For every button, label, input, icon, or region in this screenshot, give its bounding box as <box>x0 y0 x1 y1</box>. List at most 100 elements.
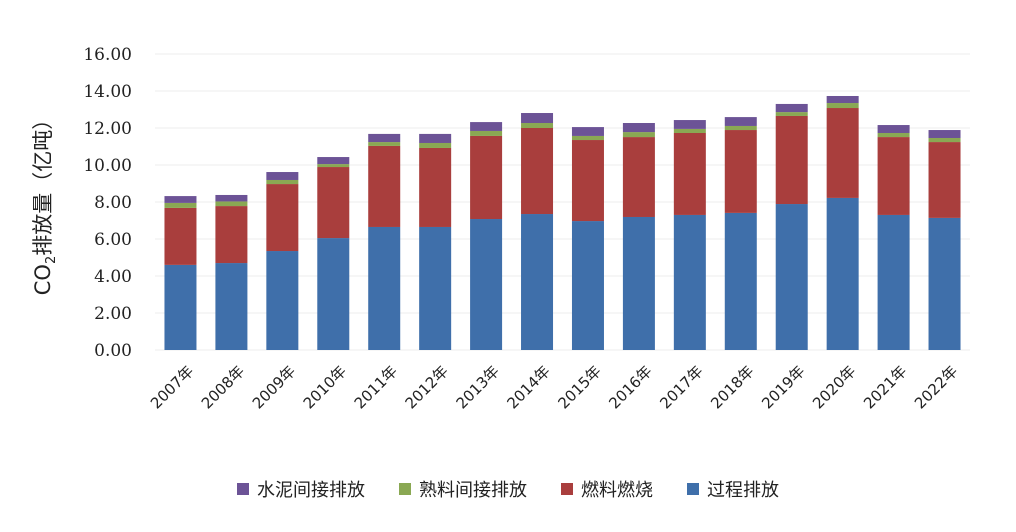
bar-segment <box>419 226 452 350</box>
legend-label: 过程排放 <box>707 480 779 501</box>
legend-label: 燃料燃烧 <box>581 480 653 501</box>
bar-segment <box>928 142 961 218</box>
bar-segment <box>826 95 859 104</box>
bar-segment <box>622 123 655 133</box>
y-tick-label: 4.00 <box>94 267 132 287</box>
x-tick-label: 2015年 <box>554 362 604 412</box>
bar-segment <box>571 127 604 136</box>
bar-segment <box>215 263 248 350</box>
x-tick-label: 2009年 <box>249 362 299 412</box>
bar-segment <box>724 212 757 350</box>
x-tick-label: 2022年 <box>911 362 961 412</box>
bar-segment <box>470 135 503 220</box>
bar-segment <box>775 103 808 113</box>
legend-swatch <box>237 483 249 495</box>
y-tick-label: 12.00 <box>83 119 132 139</box>
bar-segment <box>368 226 401 350</box>
bar-segment <box>826 197 859 350</box>
x-tick-label: 2021年 <box>860 362 910 412</box>
y-tick-label: 6.00 <box>94 230 132 250</box>
bar-segment <box>164 207 197 265</box>
y-tick-label: 14.00 <box>83 82 132 102</box>
bar-segment <box>673 214 706 350</box>
bar-segment <box>164 264 197 350</box>
bar-segment <box>775 115 808 205</box>
x-tick-label: 2011年 <box>351 362 401 412</box>
bar-segment <box>419 142 452 148</box>
x-tick-label: 2017年 <box>656 362 706 412</box>
y-tick-label: 10.00 <box>83 156 132 176</box>
x-tick-label: 2010年 <box>300 362 350 412</box>
x-tick-label: 2020年 <box>809 362 859 412</box>
bar-segment <box>571 221 604 350</box>
bar-segment <box>164 196 197 203</box>
legend-swatch <box>561 483 573 495</box>
bar-segment <box>317 157 350 165</box>
bars <box>164 95 961 350</box>
bar-segment <box>571 140 604 222</box>
bar-segment <box>368 142 401 146</box>
bar-segment <box>928 137 961 143</box>
bar-segment <box>622 216 655 350</box>
bar-segment <box>622 132 655 138</box>
bar-segment <box>317 238 350 350</box>
x-tick-label: 2016年 <box>605 362 655 412</box>
bar-segment <box>826 108 859 198</box>
bar-segment <box>673 128 706 133</box>
bar-segment <box>877 125 910 133</box>
bar-segment <box>673 132 706 215</box>
bar-segment <box>317 167 350 239</box>
bar-segment <box>470 122 503 131</box>
y-tick-label: 8.00 <box>94 193 132 213</box>
y-tick-label: 0.00 <box>94 341 132 361</box>
bar-segment <box>724 117 757 126</box>
legend-label: 水泥间接排放 <box>257 480 365 501</box>
y-tick-label: 16.00 <box>83 45 132 65</box>
bar-segment <box>317 164 350 168</box>
x-tick-label: 2018年 <box>707 362 757 412</box>
bar-segment <box>775 204 808 350</box>
bar-segment <box>368 145 401 227</box>
x-tick-label: 2008年 <box>198 362 248 412</box>
bar-segment <box>215 194 248 202</box>
x-axis-ticks: 2007年 2008年 2009年 2010年 2011年 2012年 2013年 2014年… <box>147 362 961 412</box>
bar-segment <box>470 219 503 350</box>
x-tick-label: 2013年 <box>453 362 503 412</box>
bar-segment <box>521 113 554 124</box>
bar-segment <box>419 133 452 143</box>
bar-segment <box>521 123 554 128</box>
bar-segment <box>266 172 299 180</box>
bar-segment <box>673 120 706 129</box>
x-tick-label: 2007年 <box>147 362 197 412</box>
legend-item-fuel-combustion: 燃料燃烧 <box>561 476 653 502</box>
bar-segment <box>877 214 910 350</box>
bar-segment <box>928 130 961 138</box>
legend-swatch <box>687 483 699 495</box>
legend-item-process: 过程排放 <box>687 476 779 502</box>
bar-segment <box>571 135 604 141</box>
bar-segment <box>266 184 299 252</box>
legend: 水泥间接排放 熟料间接排放 燃料燃烧 过程排放 <box>0 476 1016 502</box>
bar-segment <box>724 130 757 213</box>
legend-swatch <box>399 483 411 495</box>
legend-item-cement-indirect: 水泥间接排放 <box>237 476 365 502</box>
bar-segment <box>470 130 503 136</box>
bar-segment <box>622 137 655 217</box>
bar-segment <box>724 125 757 131</box>
x-tick-label: 2014年 <box>504 362 554 412</box>
bar-segment <box>521 128 554 215</box>
legend-label: 熟料间接排放 <box>419 480 527 501</box>
bar-segment <box>877 132 910 138</box>
bar-segment <box>419 147 452 227</box>
bar-segment <box>521 214 554 350</box>
y-axis-ticks: 0.00 2.00 4.00 6.00 8.00 10.00 12.00 14.00 16.00 <box>83 45 132 361</box>
x-tick-label: 2012年 <box>402 362 452 412</box>
bar-segment <box>877 137 910 215</box>
bar-segment <box>775 112 808 116</box>
bar-segment <box>164 202 197 208</box>
y-tick-label: 2.00 <box>94 304 132 324</box>
bar-segment <box>928 217 961 350</box>
bar-segment <box>826 103 859 109</box>
bar-segment <box>368 133 401 143</box>
